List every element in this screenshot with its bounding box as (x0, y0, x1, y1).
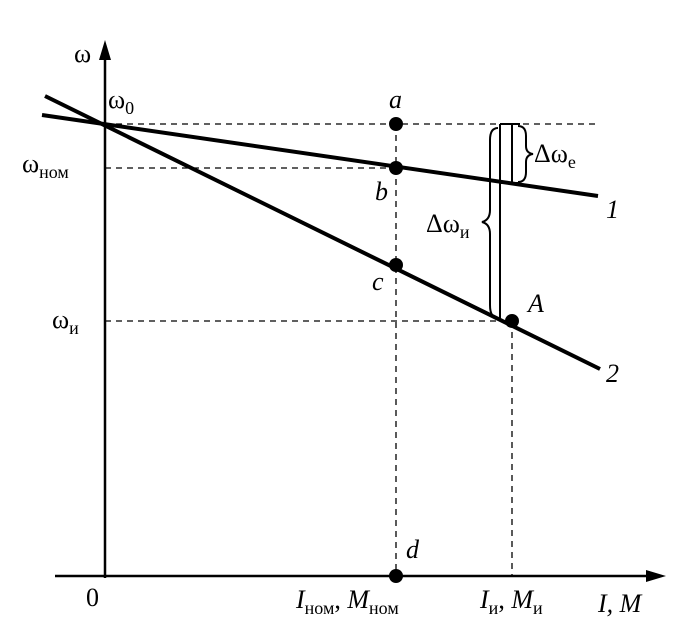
text: I (295, 585, 306, 614)
text: ω (108, 85, 125, 114)
point (389, 258, 403, 272)
level-label: ω0 (108, 85, 134, 118)
subscript: и (533, 598, 543, 618)
subscript: ном (39, 162, 69, 182)
text: ω (52, 305, 69, 334)
point (389, 117, 403, 131)
x-mark-label: Iном, Mном (295, 585, 399, 618)
subscript: 0 (125, 98, 134, 118)
point-label: c (372, 267, 384, 296)
x-arrow (646, 570, 666, 582)
brace-i (481, 127, 499, 319)
point (389, 161, 403, 175)
delta-tick (500, 123, 520, 184)
separator: , (334, 585, 347, 614)
line-label: 2 (606, 359, 619, 388)
brace-e (517, 125, 534, 183)
subscript: е (568, 152, 576, 172)
level-label: ωном (22, 149, 69, 182)
point-label: A (526, 289, 544, 318)
text: M (510, 585, 534, 614)
text: Δω (426, 209, 460, 238)
text: I (479, 585, 490, 614)
y-axis-label: ω (74, 39, 91, 68)
subscript: и (489, 598, 499, 618)
text: M (346, 585, 370, 614)
x-axis-label: I, M (597, 589, 643, 618)
subscript: ном (305, 598, 335, 618)
point-label: d (406, 535, 420, 564)
separator: , (498, 585, 511, 614)
y-arrow (99, 40, 111, 60)
line-label: 1 (606, 195, 619, 224)
point (505, 314, 519, 328)
text: Δω (534, 139, 568, 168)
level-label: ωи (52, 305, 79, 338)
origin-label: 0 (86, 583, 99, 612)
x-mark-label: Iи, Mи (479, 585, 543, 618)
subscript: ном (369, 598, 399, 618)
point (389, 569, 403, 583)
subscript: и (69, 318, 79, 338)
point-label: b (375, 177, 388, 206)
delta-label: Δωе (534, 139, 576, 172)
text: ω (22, 149, 39, 178)
delta-label: Δωи (426, 209, 470, 242)
subscript: и (460, 222, 470, 242)
point-label: a (389, 85, 402, 114)
characteristic-2 (44, 94, 601, 371)
